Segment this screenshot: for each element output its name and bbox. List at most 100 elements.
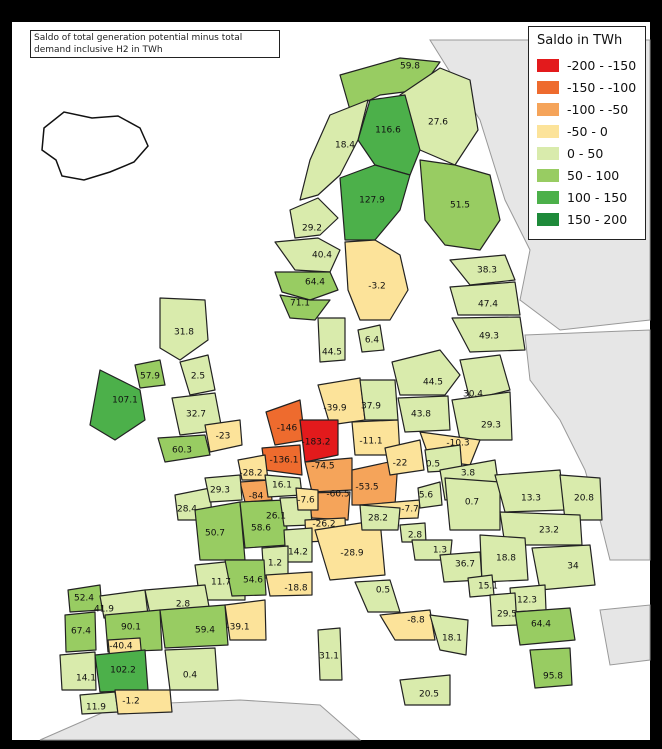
legend-title: Saldo in TWh (537, 33, 623, 48)
region-pt-north (64, 611, 97, 653)
legend-item: 100 - 150 (537, 186, 637, 208)
region-no-mid (299, 99, 369, 201)
region-value-de-north: -39.9 (323, 404, 347, 414)
region-it-north (314, 519, 386, 581)
region-value-de-east: -11.1 (359, 437, 382, 447)
region-value-fr-ne: 16.1 (272, 481, 292, 491)
region-value-no-south: 64.4 (305, 278, 325, 288)
region-value-de-mid: -74.5 (311, 462, 334, 472)
legend-swatch (537, 124, 559, 138)
region-de-ne (359, 379, 399, 421)
region-it-south (379, 609, 436, 641)
region-value-pl-south: -10.3 (446, 439, 469, 449)
region-value-dk-west: 44.5 (322, 348, 342, 358)
region-value-ba: 36.7 (455, 560, 475, 570)
region-pl-ne (459, 354, 511, 401)
region-value-fr-grandest: 26.1 (266, 512, 286, 522)
region-value-bg: 34 (567, 562, 579, 572)
legend-label: 50 - 100 (567, 167, 620, 183)
region-value-de-south: -53.5 (355, 483, 378, 493)
region-value-cz: -22 (393, 459, 408, 469)
region-it-central (354, 579, 401, 613)
region-value-hr: 1.3 (433, 546, 447, 556)
legend-item: -200 - -150 (537, 54, 637, 76)
region-gr-south (529, 647, 573, 689)
region-value-no-west: 40.4 (312, 251, 332, 261)
region-pl-mid (397, 395, 451, 433)
region-value-es-north: 41.9 (94, 605, 114, 615)
region-value-se-north: 116.6 (375, 126, 401, 136)
region-cz (384, 439, 425, 476)
region-se-south (344, 239, 409, 321)
region-es-catalonia (224, 599, 267, 641)
region-value-es-aragon: 59.4 (195, 626, 215, 636)
region-value-al: 29.5 (497, 610, 517, 620)
legend-swatch (537, 212, 559, 226)
region-value-es-ne: 2.8 (176, 600, 191, 610)
region-value-ch: -26.2 (312, 520, 335, 530)
region-fi-south (419, 159, 501, 251)
region-value-be: -136.1 (269, 456, 298, 466)
region-it-sicily (399, 674, 451, 706)
region-value-it-south: -8.8 (407, 616, 425, 626)
region-value-fi-south: 51.5 (450, 201, 470, 211)
region-value-de-ne: 37.9 (361, 402, 381, 412)
region-value-si: 2.8 (408, 531, 423, 541)
region-value-de-sw: -60.5 (326, 490, 349, 500)
region-rs (479, 534, 529, 583)
region-value-pl-north: 44.5 (423, 378, 443, 388)
region-value-ie: 107.1 (112, 396, 138, 406)
region-pl-east (451, 391, 513, 441)
region-value-gb-south: 60.3 (172, 446, 192, 456)
region-value-ro-south: 23.2 (539, 526, 559, 536)
region-value-es-catalonia: -39.1 (226, 623, 249, 633)
region-value-at-east: 5.6 (419, 491, 434, 501)
region-value-ro-north: 13.3 (521, 494, 541, 504)
legend-item: -150 - -100 (537, 76, 637, 98)
region-value-gb-se: -23 (216, 432, 231, 442)
region-pt-south (59, 651, 97, 691)
region-value-sk: 0.5 (426, 460, 440, 470)
region-value-it-central: 0.5 (376, 586, 390, 596)
legend-label: -100 - -50 (567, 101, 629, 117)
region-value-fi-north: 27.6 (428, 118, 448, 128)
map-title: Saldo of total generation potential minu… (30, 30, 280, 58)
region-fr-alsace (295, 487, 319, 511)
region-value-mk: 12.3 (517, 596, 537, 606)
legend-label: 0 - 50 (567, 145, 604, 161)
legend-item: 50 - 100 (537, 164, 637, 186)
region-at-east (417, 481, 443, 509)
region-value-se-south: -3.2 (368, 282, 386, 292)
region-value-fr-south: 54.6 (243, 576, 263, 586)
region-value-fr-center: 50.7 (205, 529, 225, 539)
region-es-aragon (159, 604, 229, 649)
region-lv (449, 281, 521, 316)
region-value-me: 15.1 (478, 582, 498, 592)
legend-swatch (537, 190, 559, 204)
region-value-it-sardinia: 31.1 (319, 652, 339, 662)
region-value-es-nw: 52.4 (74, 594, 94, 604)
region-es-andalusia-e (114, 689, 173, 715)
region-value-fr-rhone: 14.2 (288, 548, 308, 558)
nodata-turkey (599, 604, 651, 666)
region-value-ro-west: 0.7 (465, 498, 479, 508)
region-value-gb-scotland: 31.8 (174, 328, 194, 338)
legend-label: -150 - -100 (567, 79, 637, 95)
legend-item: 0 - 50 (537, 142, 637, 164)
region-fr-paca (265, 571, 313, 597)
region-value-fr-normandy: 29.3 (210, 486, 230, 496)
region-value-lv: 47.4 (478, 300, 498, 310)
region-value-es-andalusia-e: -1.2 (122, 697, 140, 707)
region-value-no-sw: 29.2 (302, 224, 322, 234)
region-value-fr-brittany: 28.4 (177, 505, 197, 515)
region-value-rs: 18.8 (496, 554, 516, 564)
region-value-it-sicily: 20.5 (419, 690, 439, 700)
region-value-lt: 49.3 (479, 332, 499, 342)
region-no-sw (289, 197, 339, 239)
region-value-pl-east: 29.3 (481, 421, 501, 431)
region-value-es-castile: 90.1 (121, 623, 141, 633)
region-fr-normandy (204, 474, 243, 503)
region-value-no-north: 59.8 (400, 62, 420, 72)
region-value-fr-sw: 11.7 (211, 578, 231, 588)
region-value-gr-south: 95.8 (543, 672, 563, 682)
